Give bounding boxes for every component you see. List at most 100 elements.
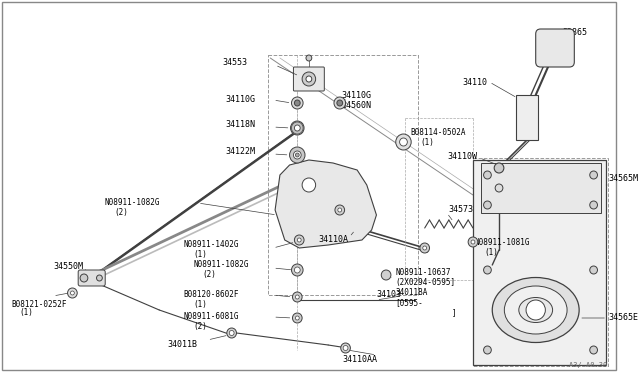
Text: B08114-0502A: B08114-0502A	[410, 128, 466, 137]
Circle shape	[227, 328, 237, 338]
FancyBboxPatch shape	[293, 67, 324, 91]
Circle shape	[381, 270, 391, 280]
FancyBboxPatch shape	[536, 29, 574, 67]
Circle shape	[484, 346, 492, 354]
Text: N08911-1402G: N08911-1402G	[184, 240, 239, 249]
Circle shape	[589, 201, 598, 209]
Circle shape	[296, 153, 300, 157]
Text: 34110A: 34110A	[319, 235, 349, 244]
Circle shape	[291, 97, 303, 109]
Text: (2): (2)	[203, 270, 216, 279]
Bar	[268, 55, 418, 295]
Ellipse shape	[504, 286, 567, 334]
Circle shape	[343, 346, 348, 350]
Circle shape	[338, 208, 342, 212]
Circle shape	[423, 246, 427, 250]
Circle shape	[229, 330, 234, 336]
Text: [0595-: [0595-	[396, 298, 424, 307]
Circle shape	[80, 274, 88, 282]
Circle shape	[294, 235, 304, 245]
Text: A3/ A0.30: A3/ A0.30	[570, 362, 608, 368]
Polygon shape	[275, 160, 376, 248]
Circle shape	[468, 237, 478, 247]
Circle shape	[291, 264, 303, 276]
Circle shape	[589, 171, 598, 179]
Text: 34553: 34553	[222, 58, 247, 67]
Text: (2): (2)	[193, 322, 207, 331]
Text: 34110W: 34110W	[448, 152, 478, 161]
Text: B08121-0252F: B08121-0252F	[12, 300, 67, 309]
Text: (2): (2)	[114, 208, 128, 217]
Circle shape	[484, 201, 492, 209]
Text: (1): (1)	[193, 300, 207, 309]
Text: 34110G: 34110G	[226, 94, 256, 103]
Text: 34118N: 34118N	[226, 119, 256, 128]
Text: (1): (1)	[484, 248, 499, 257]
Circle shape	[494, 163, 504, 173]
Text: 34560N: 34560N	[342, 100, 372, 109]
Text: 34103: 34103	[376, 290, 401, 299]
Circle shape	[296, 295, 300, 299]
Text: 32865: 32865	[563, 28, 588, 37]
Circle shape	[292, 292, 302, 302]
Circle shape	[396, 134, 411, 150]
Circle shape	[589, 346, 598, 354]
Text: N08911-10637: N08911-10637	[396, 268, 451, 277]
Circle shape	[68, 288, 77, 298]
Circle shape	[399, 138, 407, 146]
Circle shape	[526, 300, 545, 320]
Circle shape	[420, 243, 429, 253]
Text: 34550M: 34550M	[53, 262, 83, 271]
Circle shape	[484, 171, 492, 179]
Circle shape	[337, 100, 342, 106]
Bar	[473, 158, 608, 366]
Text: (1): (1)	[19, 308, 33, 317]
Text: N08911-6081G: N08911-6081G	[184, 312, 239, 321]
Text: 34565E: 34565E	[608, 314, 638, 323]
Circle shape	[298, 238, 301, 242]
Circle shape	[589, 266, 598, 274]
Circle shape	[294, 125, 300, 131]
Text: 34565M: 34565M	[608, 173, 638, 183]
Circle shape	[471, 240, 475, 244]
Text: N08911-1081G: N08911-1081G	[475, 238, 531, 247]
Circle shape	[294, 100, 300, 106]
Text: N08911-1082G: N08911-1082G	[193, 260, 248, 269]
Bar	[516, 95, 538, 140]
Text: 34011BA: 34011BA	[396, 288, 428, 297]
Bar	[473, 160, 606, 365]
Circle shape	[289, 147, 305, 163]
Text: 34110G: 34110G	[342, 90, 372, 99]
Ellipse shape	[492, 278, 579, 343]
Circle shape	[306, 76, 312, 82]
Text: 34011B: 34011B	[167, 340, 197, 349]
Circle shape	[70, 291, 74, 295]
Circle shape	[296, 316, 300, 320]
Circle shape	[495, 184, 503, 192]
Circle shape	[484, 266, 492, 274]
Text: (2X0294-0595]: (2X0294-0595]	[396, 278, 456, 287]
Text: 34573: 34573	[449, 205, 474, 214]
Circle shape	[294, 267, 300, 273]
Text: N08911-1082G: N08911-1082G	[104, 198, 160, 207]
Bar	[481, 163, 602, 213]
Circle shape	[97, 275, 102, 281]
Text: ]: ]	[415, 308, 457, 317]
Circle shape	[291, 121, 304, 135]
Text: (1): (1)	[193, 250, 207, 259]
Text: 34122M: 34122M	[226, 147, 256, 155]
Ellipse shape	[519, 298, 552, 323]
Circle shape	[334, 97, 346, 109]
Circle shape	[340, 343, 350, 353]
Circle shape	[335, 205, 344, 215]
Circle shape	[292, 313, 302, 323]
Text: (1): (1)	[420, 138, 434, 147]
Circle shape	[302, 72, 316, 86]
FancyBboxPatch shape	[78, 270, 105, 286]
Circle shape	[302, 178, 316, 192]
Text: B08120-8602F: B08120-8602F	[184, 290, 239, 299]
Circle shape	[293, 151, 301, 159]
Text: 34110AA: 34110AA	[342, 355, 378, 364]
Text: 34110: 34110	[463, 78, 488, 87]
Circle shape	[306, 55, 312, 61]
